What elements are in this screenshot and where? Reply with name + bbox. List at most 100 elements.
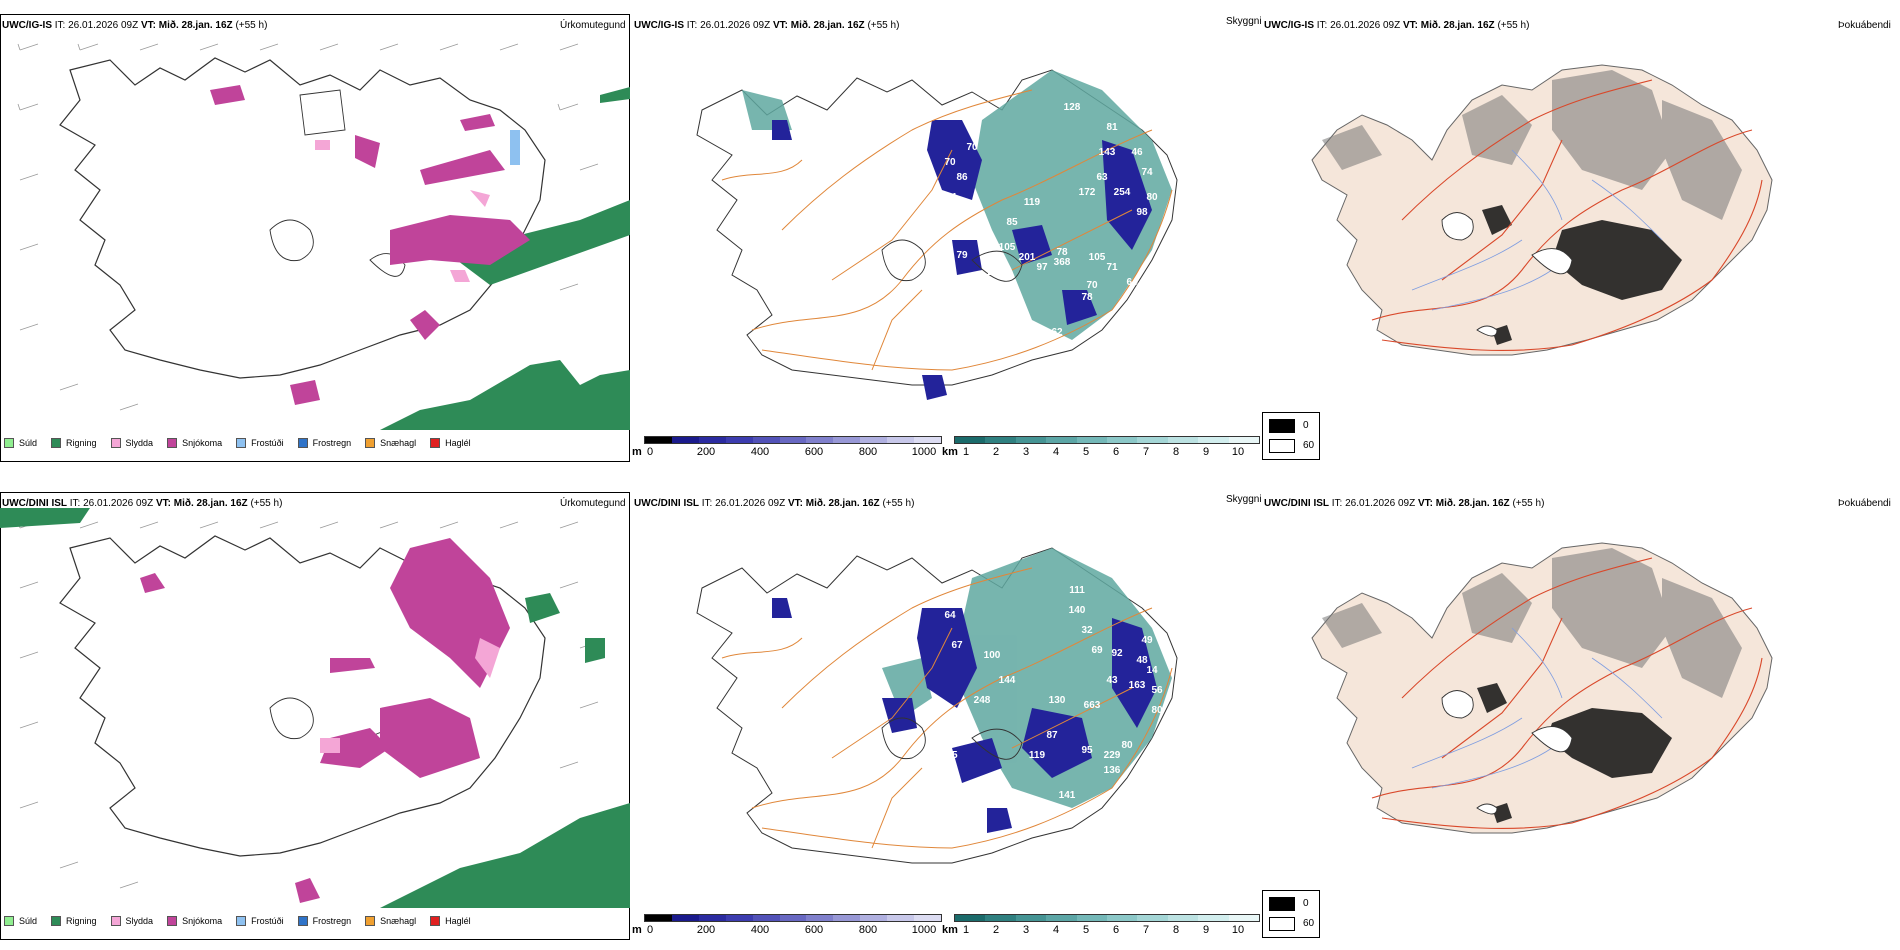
cloud-base-label: 67 bbox=[951, 640, 963, 651]
cloud-base-label: 64 bbox=[944, 610, 956, 621]
colorbar-tick: 6 bbox=[1112, 924, 1120, 936]
fog-legend-swatch bbox=[1269, 419, 1295, 433]
colorbar-tick: 5 bbox=[1082, 924, 1090, 936]
colorbar-tick: 7 bbox=[1142, 446, 1150, 458]
cloud-base-label: 143 bbox=[1099, 147, 1116, 158]
colorbar-swatch bbox=[985, 437, 1016, 443]
legend-item: Súld bbox=[4, 438, 37, 448]
colorbar-swatch bbox=[671, 437, 699, 443]
cloud-base-label: 111 bbox=[1069, 585, 1085, 596]
cloud-base-label: 46 bbox=[1131, 147, 1143, 158]
precip-type-legend: Súld Rigning Slydda Snjókoma Frostúði Fr… bbox=[4, 432, 471, 454]
legend-swatch bbox=[167, 438, 178, 448]
colorbar-swatch bbox=[833, 437, 861, 443]
colorbar-tick: 600 bbox=[804, 924, 824, 936]
colorbar-tick: 9 bbox=[1202, 924, 1210, 936]
colorbar-tick: 9 bbox=[1202, 446, 1210, 458]
legend-swatch bbox=[51, 916, 62, 926]
legend-swatch bbox=[236, 438, 247, 448]
fog-panel-title: UWC/DINI ISL IT: 26.01.2026 09Z VT: Mið.… bbox=[1264, 498, 1545, 509]
precip-type-legend: Súld Rigning Slydda Snjókoma Frostúði Fr… bbox=[4, 910, 471, 932]
cloud-base-label: 105 bbox=[1089, 252, 1106, 263]
precip-panel-label: Úrkomutegund bbox=[560, 498, 626, 509]
cloud-base-label: 100 bbox=[984, 650, 1001, 661]
cloud-base-label: 81 bbox=[1106, 122, 1118, 133]
legend-item: Súld bbox=[4, 916, 37, 926]
colorbar-swatch bbox=[752, 437, 780, 443]
cloud-base-label: 248 bbox=[974, 695, 991, 706]
fog-indicator-panel: UWC/IG-IS IT: 26.01.2026 09Z VT: Mið. 28… bbox=[1262, 0, 1900, 472]
cloud-panel-label: Skyggni bbox=[1226, 494, 1262, 505]
legend-swatch bbox=[297, 438, 308, 448]
colorbar-tick: 2 bbox=[992, 446, 1000, 458]
colorbar-swatch bbox=[752, 915, 780, 921]
cloud-base-label: 80 bbox=[1146, 192, 1158, 203]
cloud-base-label: 48 bbox=[1136, 655, 1148, 666]
colorbar-swatch bbox=[1107, 915, 1138, 921]
colorbar-tick: 10 bbox=[1231, 446, 1245, 458]
cloud-base-label: 69 bbox=[1091, 645, 1103, 656]
colorbar-swatch bbox=[1137, 437, 1168, 443]
rain-areas bbox=[0, 508, 630, 908]
fog-legend-label: 0 bbox=[1303, 420, 1309, 431]
cloud-base-label: 75 bbox=[946, 750, 958, 761]
cloud-base-label: 140 bbox=[1069, 605, 1086, 616]
cloud-base-label: 70 bbox=[966, 142, 978, 153]
cloud-base-label: 56 bbox=[1151, 685, 1163, 696]
colorbar-swatch bbox=[779, 437, 807, 443]
fog-map bbox=[1311, 64, 1773, 356]
cloud-base-label: 201 bbox=[1019, 252, 1036, 263]
cloud-visibility-panel: UWC/IG-IS IT: 26.01.2026 09Z VT: Mið. 28… bbox=[632, 0, 1262, 472]
colorbar-tick: 800 bbox=[858, 924, 878, 936]
cloud-base-label: 49 bbox=[1141, 635, 1153, 646]
glacier-outlines bbox=[1441, 690, 1573, 815]
colorbar-swatch bbox=[1198, 437, 1229, 443]
height-colorbar: m 0 200 400 600 800 1000 bbox=[632, 436, 942, 458]
colorbar-tick: 4 bbox=[1052, 924, 1060, 936]
precip-type-panel: UWC/IG-IS IT: 26.01.2026 09Z VT: Mið. 28… bbox=[0, 0, 632, 472]
colorbar-tick: 400 bbox=[750, 924, 770, 936]
colorbar-swatch bbox=[671, 915, 699, 921]
cloud-base-label: 663 bbox=[1084, 700, 1101, 711]
legend-item: Frostúði bbox=[236, 438, 284, 448]
road-network bbox=[721, 567, 1173, 849]
colorbar-unit: km bbox=[942, 924, 958, 936]
colorbar-swatch bbox=[887, 915, 915, 921]
colorbar-tick: 1000 bbox=[911, 924, 937, 936]
fog-panel-title: UWC/IG-IS IT: 26.01.2026 09Z VT: Mið. 28… bbox=[1264, 20, 1530, 31]
height-colorbar-strip bbox=[644, 914, 942, 922]
colorbar-tick: 5 bbox=[1082, 446, 1090, 458]
legend-item: Frostúði bbox=[236, 916, 284, 926]
legend-item: Snjókoma bbox=[167, 438, 222, 448]
colorbar-swatch bbox=[1076, 437, 1108, 443]
cloud-base-label: 136 bbox=[1104, 765, 1121, 776]
legend-swatch bbox=[365, 438, 376, 448]
cloud-base-label: 141 bbox=[1059, 790, 1076, 801]
colorbar-swatch bbox=[887, 437, 915, 443]
freezing-drizzle-areas bbox=[510, 130, 520, 165]
visibility-areas bbox=[882, 548, 1172, 808]
cloud-base-label: 105 bbox=[999, 242, 1016, 253]
precip-panel-title: UWC/IG-IS IT: 26.01.2026 09Z VT: Mið. 28… bbox=[2, 20, 268, 31]
legend-item: Frostregn bbox=[297, 438, 351, 448]
colorbar-tick: 6 bbox=[1112, 446, 1120, 458]
precip-panel-title: UWC/DINI ISL IT: 26.01.2026 09Z VT: Mið.… bbox=[2, 498, 283, 509]
cloud-base-label: 62 bbox=[1051, 327, 1063, 338]
legend-item: Haglél bbox=[430, 916, 471, 926]
colorbar-tick: 7 bbox=[1142, 924, 1150, 936]
colorbar-unit: km bbox=[942, 446, 958, 458]
legend-swatch bbox=[110, 916, 121, 926]
colorbar-swatch bbox=[1015, 437, 1047, 443]
fog-panel-label: Þokuábendi bbox=[1838, 498, 1891, 509]
legend-swatch bbox=[297, 916, 308, 926]
colorbar-swatch bbox=[1046, 437, 1077, 443]
colorbar-tick: 4 bbox=[1052, 446, 1060, 458]
colorbar-tick: 0 bbox=[646, 924, 654, 936]
colorbar-tick: 1000 bbox=[911, 446, 937, 458]
cloud-base-label: 97 bbox=[1036, 262, 1048, 273]
colorbar-swatch bbox=[806, 915, 834, 921]
cloud-base-label: 130 bbox=[1049, 695, 1066, 706]
colorbar-swatch bbox=[645, 915, 672, 921]
glacier-outlines bbox=[1441, 212, 1573, 337]
